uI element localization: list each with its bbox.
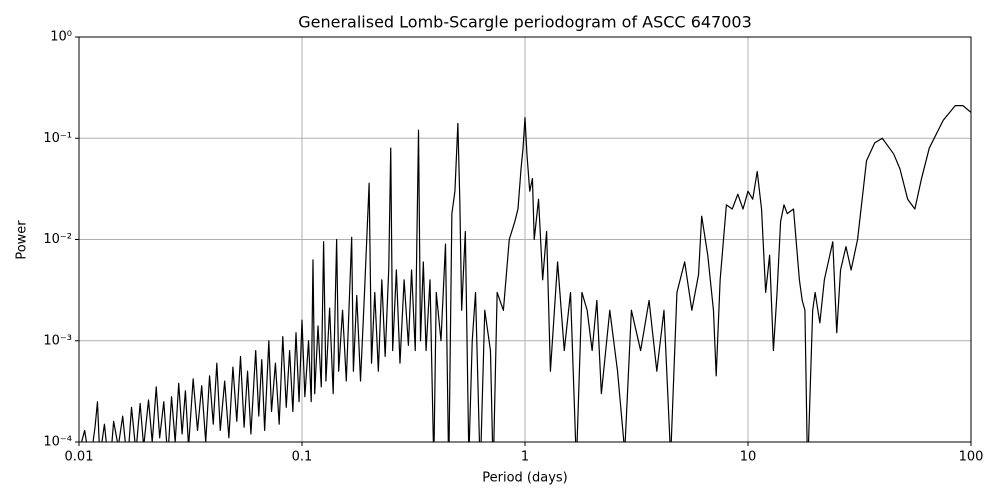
y-tick-label: 10⁻² [43, 232, 72, 247]
x-tick-label: 10 [740, 450, 757, 465]
y-tick-label: 10⁻⁴ [43, 435, 72, 450]
x-tick-label: 1 [521, 450, 529, 465]
plot-frame [78, 36, 972, 443]
periodogram-line [80, 105, 971, 442]
x-tick-label: 0.1 [292, 450, 313, 465]
x-axis-label: Period (days) [482, 471, 568, 486]
y-tick-label: 10⁻³ [43, 333, 72, 348]
x-tick-label: 100 [959, 450, 984, 465]
y-axis-label: Power [15, 220, 30, 260]
y-tick-label: 10⁰ [50, 30, 72, 45]
chart-title: Generalised Lomb-Scargle periodogram of … [298, 13, 752, 32]
x-tick-label: 0.01 [65, 450, 94, 465]
y-tick-label: 10⁻¹ [43, 131, 72, 146]
